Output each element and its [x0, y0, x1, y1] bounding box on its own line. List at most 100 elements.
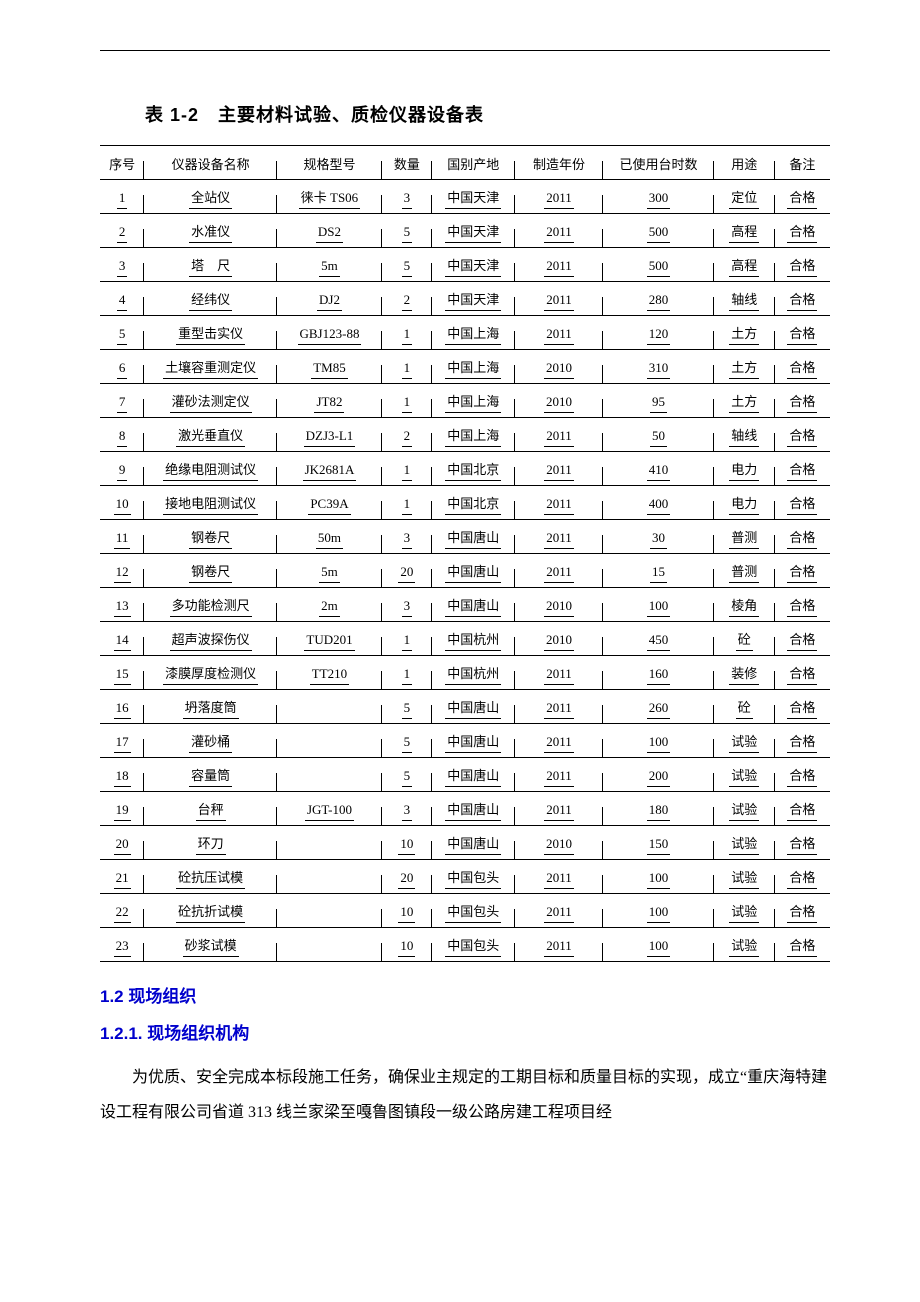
cell-value: 21 — [114, 870, 131, 889]
cell-value: 1 — [402, 632, 413, 651]
table-cell: 中国北京 — [432, 452, 515, 486]
cell-value: 超声波探伤仪 — [170, 632, 252, 651]
cell-value: 2011 — [544, 326, 574, 345]
cell-value: 定位 — [729, 190, 759, 209]
body-paragraph: 为优质、安全完成本标段施工任务，确保业主规定的工期目标和质量目标的实现，成立“重… — [100, 1060, 830, 1130]
cell-value: 12 — [114, 564, 131, 583]
table-cell: 合格 — [775, 554, 830, 588]
table-row: 1全站仪徕卡 TS063中国天津2011300定位合格 — [100, 180, 830, 214]
table-cell: 2010 — [515, 350, 603, 384]
cell-value: 3 — [402, 190, 413, 209]
cell-value: 漆膜厚度检测仪 — [163, 666, 258, 685]
cell-value: 10 — [398, 836, 415, 855]
table-row: 20环刀10中国唐山2010150试验合格 — [100, 826, 830, 860]
table-cell: 7 — [100, 384, 144, 418]
cell-value: 3 — [402, 530, 413, 549]
table-cell: 合格 — [775, 860, 830, 894]
cell-value: 9 — [117, 462, 128, 481]
cell-value: 150 — [647, 836, 671, 855]
table-cell: 2011 — [515, 418, 603, 452]
cell-value: 19 — [114, 802, 131, 821]
table-cell: 普测 — [714, 520, 775, 554]
table-cell: 500 — [603, 214, 714, 248]
table-cell: 2011 — [515, 928, 603, 962]
table-cell: 试验 — [714, 928, 775, 962]
table-cell: 坍落度筒 — [144, 690, 277, 724]
cell-value: 10 — [114, 496, 131, 515]
cell-value: 合格 — [787, 292, 817, 311]
cell-value: 10 — [398, 904, 415, 923]
table-cell: 200 — [603, 758, 714, 792]
cell-value: 20 — [114, 836, 131, 855]
table-cell: 灌砂桶 — [144, 724, 277, 758]
cell-value: 经纬仪 — [189, 292, 232, 311]
table-cell: 20 — [382, 554, 432, 588]
cell-value: JGT-100 — [305, 802, 354, 821]
table-cell: 合格 — [775, 724, 830, 758]
cell-value: 合格 — [787, 904, 817, 923]
cell-value: 全站仪 — [189, 190, 232, 209]
col-header-label: 规格型号 — [301, 157, 357, 175]
cell-value: 2011 — [544, 768, 574, 787]
table-cell: 1 — [100, 180, 144, 214]
cell-value: 5 — [402, 258, 413, 277]
table-cell: 土方 — [714, 384, 775, 418]
cell-value: 土方 — [729, 360, 759, 379]
cell-value: 合格 — [787, 462, 817, 481]
cell-value: 中国天津 — [445, 190, 501, 209]
cell-value: 水准仪 — [189, 224, 232, 243]
table-cell: 塔 尺 — [144, 248, 277, 282]
table-cell: 试验 — [714, 758, 775, 792]
table-cell: 20 — [100, 826, 144, 860]
table-cell: 砼 — [714, 690, 775, 724]
table-cell: 中国包头 — [432, 894, 515, 928]
table-row: 13多功能检测尺2m3中国唐山2010100棱角合格 — [100, 588, 830, 622]
table-cell: 5 — [382, 214, 432, 248]
table-cell: 10 — [382, 826, 432, 860]
table-cell: 50m — [277, 520, 382, 554]
table-row: 15漆膜厚度检测仪TT2101中国杭州2011160装修合格 — [100, 656, 830, 690]
cell-value: 合格 — [787, 428, 817, 447]
cell-value: 试验 — [729, 870, 759, 889]
cell-value: 30 — [650, 530, 667, 549]
table-cell: 合格 — [775, 248, 830, 282]
cell-value: 50 — [650, 428, 667, 447]
table-cell: 2010 — [515, 826, 603, 860]
table-cell: 14 — [100, 622, 144, 656]
cell-value: 合格 — [787, 394, 817, 413]
cell-value: 23 — [114, 938, 131, 957]
cell-value: 激光垂直仪 — [176, 428, 245, 447]
cell-value: 合格 — [787, 496, 817, 515]
page-top-rule — [100, 50, 830, 51]
cell-value: 5 — [402, 768, 413, 787]
table-cell: 15 — [100, 656, 144, 690]
table-cell: 2011 — [515, 690, 603, 724]
cell-value: 容量筒 — [189, 768, 232, 787]
table-cell: 5m — [277, 248, 382, 282]
cell-value: 多功能检测尺 — [170, 598, 252, 617]
cell-value: 中国唐山 — [445, 768, 501, 787]
table-cell: 2010 — [515, 384, 603, 418]
table-cell: 2011 — [515, 282, 603, 316]
cell-value: 合格 — [787, 224, 817, 243]
cell-value: 2011 — [544, 462, 574, 481]
cell-value: 高程 — [729, 224, 759, 243]
table-cell: 中国唐山 — [432, 554, 515, 588]
table-cell: 3 — [382, 520, 432, 554]
table-cell: 砼 — [714, 622, 775, 656]
cell-value: 5m — [319, 564, 340, 583]
table-cell: 全站仪 — [144, 180, 277, 214]
table-cell: 18 — [100, 758, 144, 792]
cell-value: 中国包头 — [445, 938, 501, 957]
table-cell: 16 — [100, 690, 144, 724]
cell-value: 2011 — [544, 530, 574, 549]
cell-value: 2011 — [544, 224, 574, 243]
cell-value: 2011 — [544, 666, 574, 685]
table-cell: 钢卷尺 — [144, 554, 277, 588]
table-cell: 1 — [382, 316, 432, 350]
table-cell: 95 — [603, 384, 714, 418]
table-cell: 19 — [100, 792, 144, 826]
table-cell: DS2 — [277, 214, 382, 248]
cell-value: 1 — [402, 462, 413, 481]
cell-value: 中国包头 — [445, 904, 501, 923]
